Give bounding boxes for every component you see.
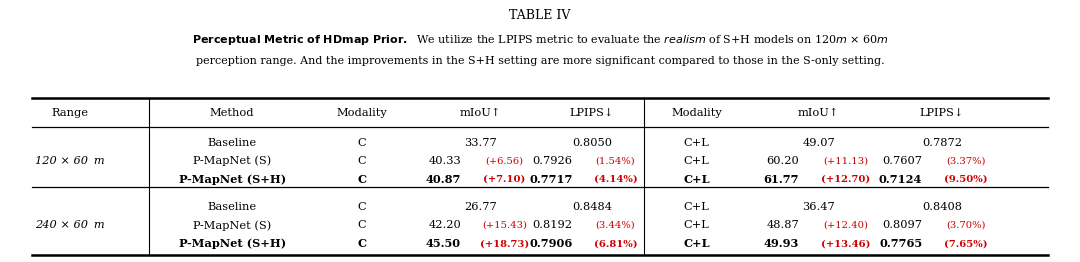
Text: 0.7717: 0.7717 [529,174,572,185]
Text: 48.87: 48.87 [767,220,799,230]
Text: LPIPS↓: LPIPS↓ [919,108,964,118]
Text: P-MapNet (S+H): P-MapNet (S+H) [178,238,286,249]
Text: C: C [357,238,366,249]
Text: 33.77: 33.77 [464,138,497,148]
Text: Modality: Modality [672,108,721,118]
Text: C+L: C+L [684,238,710,249]
Text: mIoU↑: mIoU↑ [460,108,501,118]
Text: 0.8408: 0.8408 [921,202,962,212]
Text: 0.7765: 0.7765 [879,238,922,249]
Text: P-MapNet (S): P-MapNet (S) [193,156,271,166]
Text: (3.70%): (3.70%) [946,221,985,230]
Text: C: C [357,174,366,185]
Text: 40.33: 40.33 [429,156,461,166]
Text: (+18.73): (+18.73) [480,239,529,248]
Text: 0.8097: 0.8097 [882,220,922,230]
Text: $\bf{Perceptual\ Metric\ of\ HDmap\ Prior.}$  We utilize the LPIPS metric to eva: $\bf{Perceptual\ Metric\ of\ HDmap\ Prio… [191,33,889,47]
Text: (3.37%): (3.37%) [946,157,985,166]
Text: 42.20: 42.20 [429,220,461,230]
Text: Method: Method [210,108,255,118]
Text: C: C [357,138,366,148]
Text: (3.44%): (3.44%) [596,221,635,230]
Text: perception range. And the improvements in the S+H setting are more significant c: perception range. And the improvements i… [195,56,885,66]
Text: (+12.70): (+12.70) [821,175,870,184]
Text: 0.7906: 0.7906 [529,238,572,249]
Text: P-MapNet (S): P-MapNet (S) [193,220,271,231]
Text: C: C [357,220,366,230]
Text: 240 × 60  m: 240 × 60 m [36,220,105,230]
Text: (+6.56): (+6.56) [485,157,524,166]
Text: 120 × 60  m: 120 × 60 m [36,156,105,166]
Text: 26.77: 26.77 [464,202,497,212]
Text: Modality: Modality [337,108,387,118]
Text: 61.77: 61.77 [764,174,799,185]
Text: 36.47: 36.47 [802,202,835,212]
Text: C+L: C+L [684,156,710,166]
Text: Range: Range [52,108,89,118]
Text: 49.07: 49.07 [802,138,835,148]
Text: TABLE IV: TABLE IV [510,9,570,22]
Text: 0.8484: 0.8484 [571,202,612,212]
Text: Baseline: Baseline [207,138,257,148]
Text: C+L: C+L [684,202,710,212]
Text: 45.50: 45.50 [426,238,461,249]
Text: 0.8192: 0.8192 [532,220,572,230]
Text: 60.20: 60.20 [767,156,799,166]
Text: (+7.10): (+7.10) [483,175,526,184]
Text: C: C [357,156,366,166]
Text: (4.14%): (4.14%) [594,175,637,184]
Text: 40.87: 40.87 [426,174,461,185]
Text: (+13.46): (+13.46) [821,239,870,248]
Text: (1.54%): (1.54%) [596,157,635,166]
Text: 0.7124: 0.7124 [879,174,922,185]
Text: C+L: C+L [684,138,710,148]
Text: 0.7607: 0.7607 [882,156,922,166]
Text: LPIPS↓: LPIPS↓ [569,108,615,118]
Text: C+L: C+L [684,220,710,230]
Text: 0.7872: 0.7872 [921,138,962,148]
Text: (+11.13): (+11.13) [823,157,868,166]
Text: 49.93: 49.93 [764,238,799,249]
Text: (+15.43): (+15.43) [482,221,527,230]
Text: C: C [357,202,366,212]
Text: C+L: C+L [684,174,710,185]
Text: (+12.40): (+12.40) [823,221,868,230]
Text: (9.50%): (9.50%) [944,175,987,184]
Text: P-MapNet (S+H): P-MapNet (S+H) [178,174,286,185]
Text: (6.81%): (6.81%) [594,239,637,248]
Text: mIoU↑: mIoU↑ [798,108,839,118]
Text: (7.65%): (7.65%) [944,239,987,248]
Text: 0.8050: 0.8050 [571,138,612,148]
Text: 0.7926: 0.7926 [532,156,572,166]
Text: Baseline: Baseline [207,202,257,212]
